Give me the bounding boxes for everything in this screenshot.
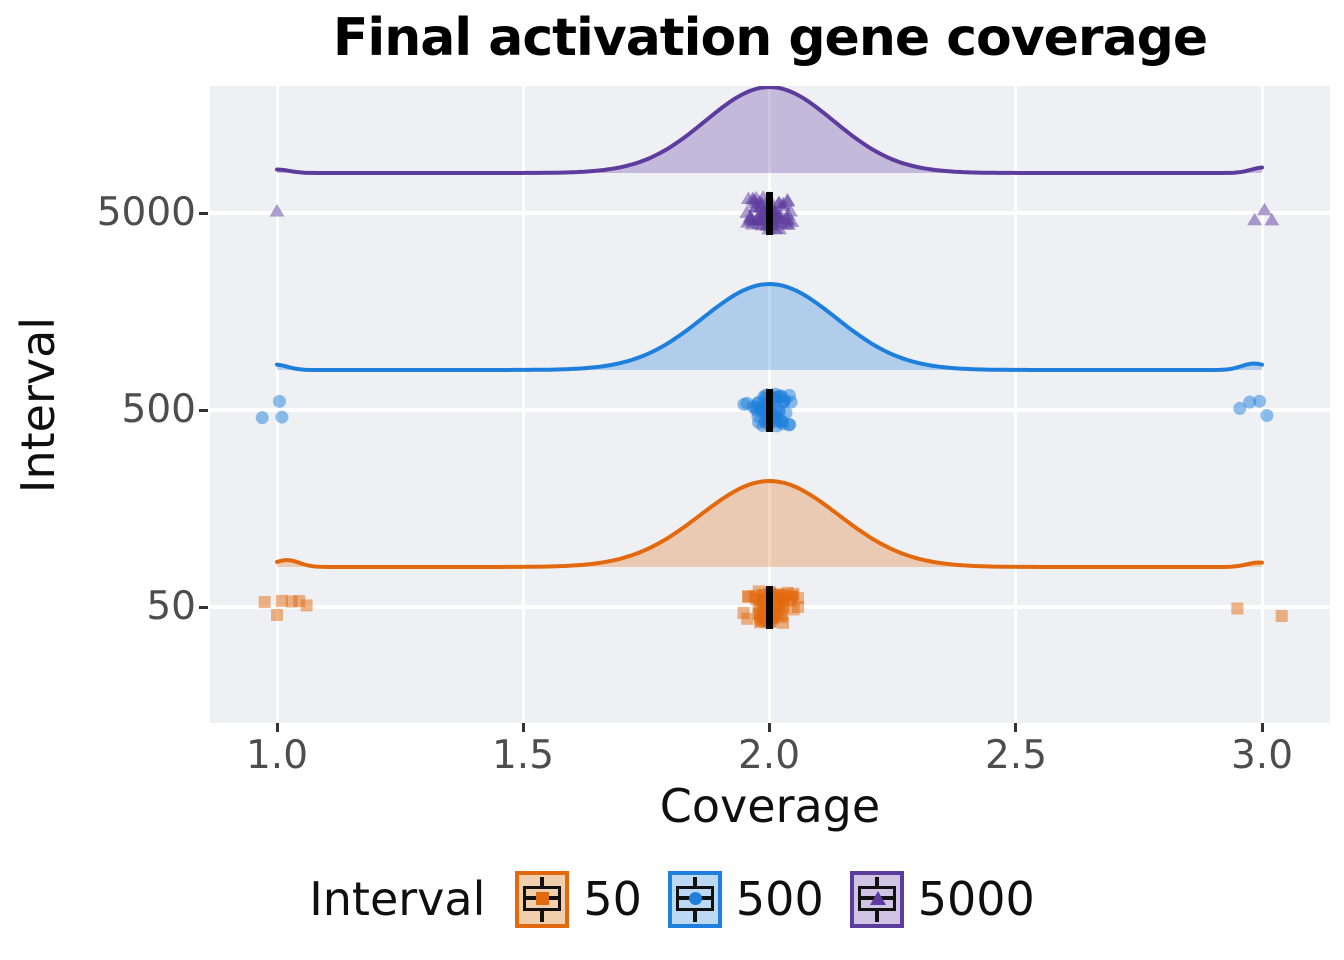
x-tick-mark — [275, 723, 279, 732]
density-curve — [275, 281, 1264, 372]
legend-key-whisker-bottom — [540, 910, 545, 922]
median-bar — [766, 192, 773, 235]
series-5000 — [269, 86, 1280, 235]
legend: Interval 50 500 5000 — [0, 864, 1344, 934]
x-tick-label: 2.0 — [737, 733, 801, 778]
x-tick-mark — [1014, 723, 1018, 732]
density-curve — [275, 86, 1264, 175]
y-tick-mark — [199, 605, 208, 609]
series-500 — [255, 281, 1274, 433]
x-tick-label: 1.5 — [491, 733, 555, 778]
circle-marker-icon — [688, 891, 702, 905]
legend-entry-500: 500 — [667, 870, 824, 928]
y-tick-label: 500 — [121, 387, 196, 432]
x-tick-mark — [1260, 723, 1264, 732]
x-tick-mark — [768, 723, 771, 732]
x-tick-mark — [521, 723, 525, 732]
y-tick-mark — [199, 211, 208, 215]
x-tick-label: 2.5 — [984, 733, 1048, 778]
y-tick-label: 5000 — [96, 190, 196, 235]
legend-key-boxplot-icon — [667, 870, 722, 928]
plot-panel — [210, 86, 1330, 723]
jitter-points — [255, 387, 1274, 433]
legend-entry-50: 50 — [515, 870, 642, 928]
triangle-marker-icon — [869, 890, 886, 905]
y-tick-label: 50 — [146, 584, 196, 629]
median-bar — [766, 586, 773, 629]
density-fill — [277, 87, 1262, 173]
median-bar — [766, 389, 773, 432]
series-50 — [258, 478, 1288, 629]
legend-key-whisker-top — [692, 876, 697, 886]
legend-key-whisker-bottom — [692, 910, 697, 922]
legend-key-boxplot-icon — [515, 870, 570, 928]
legend-title: Interval — [309, 872, 486, 926]
legend-label: 50 — [583, 872, 642, 926]
raincloud-plot — [255, 86, 1288, 629]
chart-title: Final activation gene coverage — [332, 8, 1208, 68]
density-curve — [275, 478, 1264, 569]
vertical-gridline — [521, 86, 525, 723]
x-tick-label: 1.0 — [245, 733, 309, 778]
jitter-points — [258, 585, 1288, 629]
jitter-points — [269, 190, 1280, 235]
legend-key-whisker-bottom — [874, 910, 879, 922]
legend-label: 500 — [735, 872, 824, 926]
x-tick-label: 3.0 — [1230, 733, 1294, 778]
legend-label: 5000 — [917, 872, 1035, 926]
density-fill — [277, 284, 1262, 370]
density-fill — [277, 481, 1262, 567]
legend-key-whisker-top — [874, 876, 879, 886]
legend-key-whisker-top — [540, 876, 545, 886]
legend-entry-5000: 5000 — [849, 870, 1035, 928]
legend-key-boxplot-icon — [849, 870, 904, 928]
vertical-gridline — [1014, 86, 1018, 723]
square-marker-icon — [536, 891, 550, 905]
x-axis-title: Coverage — [659, 779, 881, 833]
y-tick-mark — [199, 408, 208, 412]
